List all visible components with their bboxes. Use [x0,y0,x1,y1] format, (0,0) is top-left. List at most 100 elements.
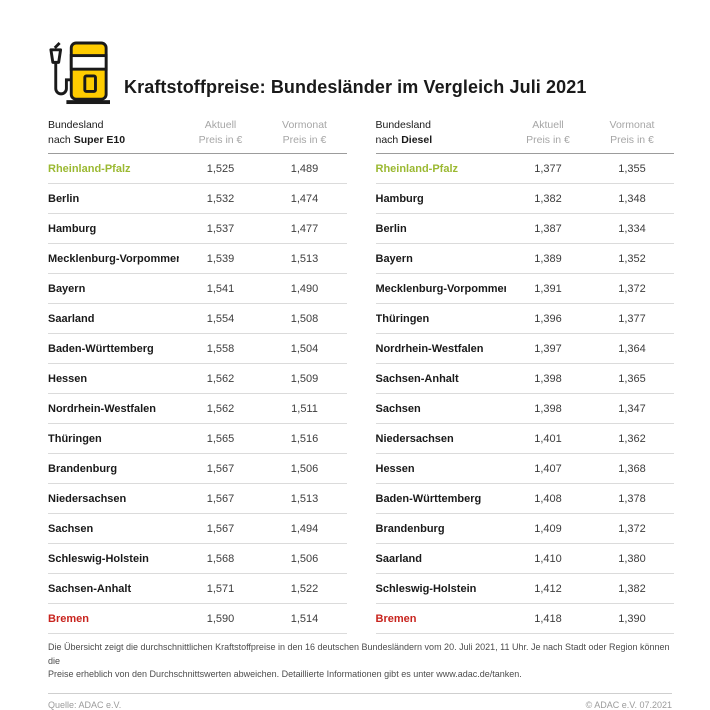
state-name: Thüringen [48,432,102,445]
state-name: Sachsen [375,402,421,415]
table-row: Rheinland-Pfalz 1,377 1,355 [375,154,674,185]
current-price: 1,562 [206,372,235,385]
page-title: Kraftstoffpreise: Bundesländer im Vergle… [124,77,587,97]
table-row: Mecklenburg-Vorpommern 1,391 1,372 [375,274,674,305]
current-price: 1,562 [206,402,235,415]
previous-price: 1,516 [290,432,319,445]
column-header-aktuell: Aktuell Preis in € [179,118,263,148]
previous-price: 1,347 [618,402,646,415]
table-row: Brandenburg 1,567 1,506 [48,454,347,485]
current-price: 1,525 [206,162,235,175]
table-row: Hamburg 1,382 1,348 [375,184,674,215]
previous-price: 1,513 [290,492,319,505]
state-name: Bayern [375,252,413,265]
previous-price: 1,334 [618,222,646,235]
table-row: Berlin 1,387 1,334 [375,214,674,245]
current-price: 1,567 [206,492,235,505]
column-header-vormonat-line2: Preis in € [282,134,327,147]
previous-price: 1,382 [618,582,646,595]
super-e10-table: Bundesland nach Super E10 Aktuell Preis … [48,115,347,635]
fuel-type-label: Super E10 [73,134,126,147]
current-price: 1,398 [534,372,562,385]
state-name: Hamburg [375,192,424,205]
state-name: Baden-Württemberg [375,492,482,505]
current-price: 1,401 [534,432,562,445]
previous-price: 1,513 [290,252,319,265]
previous-price: 1,362 [618,432,646,445]
state-name: Brandenburg [375,522,445,535]
copyright-label: © ADAC e.V. 07.2021 [585,699,672,710]
state-name: Sachsen-Anhalt [375,372,459,385]
state-name: Brandenburg [48,462,118,475]
state-name: Rheinland-Pfalz [48,162,131,175]
header: Kraftstoffpreise: Bundesländer im Vergle… [0,0,710,108]
footnote: Die Übersicht zeigt die durchschnittlich… [48,641,674,682]
table-row: Nordrhein-Westfalen 1,562 1,511 [48,394,347,425]
footer: Quelle: ADAC e.V. © ADAC e.V. 07.2021 [48,700,672,710]
table-row: Thüringen 1,565 1,516 [48,424,347,455]
state-name: Berlin [375,222,407,235]
state-name: Thüringen [375,312,430,325]
previous-price: 1,504 [290,342,319,355]
state-name: Nordrhein-Westfalen [375,342,484,355]
column-header-vormonat-line2: Preis in € [610,134,654,147]
table-row: Sachsen 1,398 1,347 [375,394,674,425]
current-price: 1,408 [534,492,562,505]
current-price: 1,568 [206,552,235,565]
state-name: Baden-Württemberg [48,342,154,355]
table-row: Sachsen-Anhalt 1,398 1,365 [375,364,674,395]
current-price: 1,412 [534,582,562,595]
column-header-bundesland: Bundesland nach Diesel [376,118,507,148]
table-row: Saarland 1,410 1,380 [375,544,674,575]
state-name: Niedersachsen [375,432,454,445]
state-name: Niedersachsen [48,492,127,505]
column-header-nach: nach [375,134,402,147]
previous-price: 1,372 [618,522,646,535]
state-name: Schleswig-Holstein [48,552,149,565]
previous-price: 1,509 [290,372,319,385]
previous-price: 1,352 [618,252,646,265]
previous-price: 1,494 [290,522,319,535]
previous-price: 1,368 [618,462,646,475]
column-header-bundesland-line1: Bundesland [375,119,431,131]
state-name: Hamburg [48,222,97,235]
current-price: 1,377 [534,162,562,175]
current-price: 1,407 [534,462,562,475]
diesel-table-body: Rheinland-Pfalz 1,377 1,355 Hamburg 1,38… [375,154,674,635]
previous-price: 1,378 [618,492,646,505]
previous-price: 1,477 [290,222,319,235]
column-header-vormonat: Vormonat Preis in € [590,118,674,148]
table-row: Baden-Württemberg 1,558 1,504 [48,334,347,365]
current-price: 1,418 [534,612,562,625]
super-e10-table-header: Bundesland nach Super E10 Aktuell Preis … [48,115,347,155]
column-header-aktuell-line1: Aktuell [204,119,237,131]
state-name: Mecklenburg-Vorpommern [375,282,507,295]
table-row: Schleswig-Holstein 1,568 1,506 [48,544,347,575]
table-row: Bayern 1,389 1,352 [375,244,674,275]
current-price: 1,382 [534,192,562,205]
previous-price: 1,390 [618,612,646,625]
current-price: 1,398 [534,402,562,415]
state-name: Saarland [48,312,95,325]
previous-price: 1,355 [618,162,646,175]
table-row: Baden-Württemberg 1,408 1,378 [375,484,674,515]
state-name: Schleswig-Holstein [375,582,477,595]
fuel-type-label: Diesel [401,134,433,147]
column-header-nach: nach [48,134,74,147]
table-row: Schleswig-Holstein 1,412 1,382 [375,574,674,605]
current-price: 1,567 [206,522,235,535]
state-name: Berlin [48,192,80,205]
table-row: Hamburg 1,537 1,477 [48,214,347,245]
previous-price: 1,364 [618,342,646,355]
diesel-table-header: Bundesland nach Diesel Aktuell Preis in … [375,115,674,155]
state-name: Sachsen-Anhalt [48,582,132,595]
table-row: Hessen 1,562 1,509 [48,364,347,395]
state-name: Hessen [375,462,415,475]
column-header-aktuell-line2: Preis in € [198,134,243,147]
current-price: 1,391 [534,282,562,295]
super-e10-table-body: Rheinland-Pfalz 1,525 1,489 Berlin 1,532… [48,154,347,635]
current-price: 1,558 [206,342,235,355]
footnote-line2: Preise erheblich von den Durchschnittswe… [48,669,522,680]
column-header-aktuell-line1: Aktuell [532,119,564,131]
table-row: Hessen 1,407 1,368 [375,454,674,485]
